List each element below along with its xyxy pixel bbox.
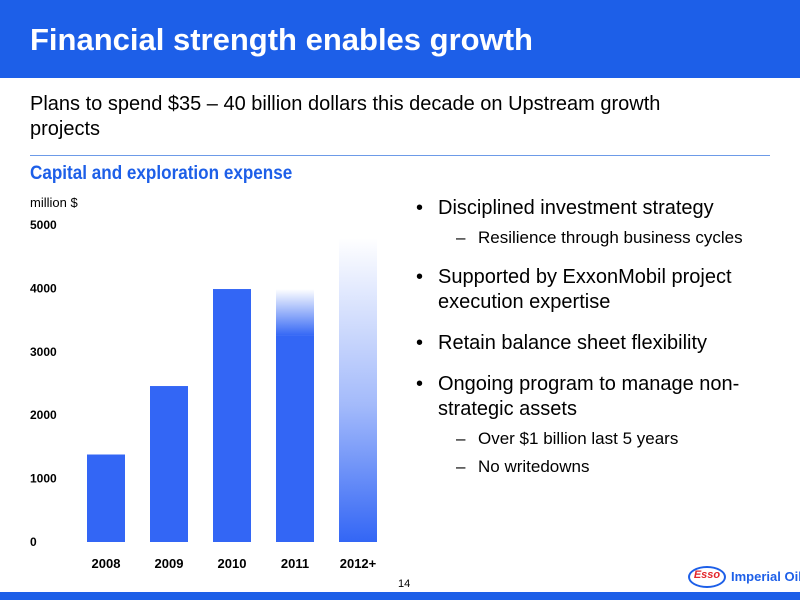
y-tick-label: 0 <box>30 535 37 549</box>
bottom-bar <box>0 592 800 600</box>
x-tick-label: 2012+ <box>340 556 377 571</box>
bar-2009 <box>150 386 188 542</box>
y-tick-label: 1000 <box>30 472 57 486</box>
bullet-item: • Retain balance sheet flexibility <box>416 331 786 356</box>
bullet-list: • Disciplined investment strategy – Resi… <box>416 196 786 478</box>
y-tick-label: 4000 <box>30 281 57 295</box>
bullet-dot-icon: • <box>416 332 424 354</box>
sub-bullet-text: Resilience through business cycles <box>478 228 743 247</box>
bullet-dot-icon: • <box>416 266 424 288</box>
sub-bullet-item: – Resilience through business cycles <box>416 227 786 249</box>
slide-title: Financial strength enables growth <box>30 22 533 57</box>
bar-chart: 0 1000 2000 3000 4000 5000 2008 2009 2010 2011 20… <box>30 218 377 571</box>
divider <box>30 155 770 156</box>
dash-icon: – <box>456 429 466 448</box>
y-tick-label: 5000 <box>30 218 57 232</box>
sub-bullet-item: – No writedowns <box>416 456 786 478</box>
bullet-item: • Disciplined investment strategy <box>416 196 786 221</box>
bar-2008 <box>87 454 125 542</box>
title-bar: Financial strength enables growth <box>0 0 800 78</box>
bar-2012+-projected <box>339 237 377 542</box>
dash-icon: – <box>456 228 466 247</box>
bullet-text: Disciplined investment strategy <box>438 197 714 219</box>
y-axis-unit-label: million $ <box>30 195 78 210</box>
x-tick-label: 2008 <box>92 556 121 571</box>
y-tick-label: 3000 <box>30 345 57 359</box>
bar-2010 <box>213 289 251 542</box>
imperial-oil-logo: Esso Imperial Oil <box>688 564 800 590</box>
sub-bullet-text: No writedowns <box>478 457 590 476</box>
page-number: 14 <box>398 578 411 590</box>
company-name: Imperial Oil <box>731 569 800 584</box>
bullet-item: • Supported by ExxonMobil project execut… <box>416 265 786 315</box>
sub-bullet-text: Over $1 billion last 5 years <box>478 429 679 448</box>
bullet-dot-icon: • <box>416 197 424 219</box>
slide-subtitle: Plans to spend $35 – 40 billion dollars … <box>30 93 661 140</box>
sub-bullet-item: – Over $1 billion last 5 years <box>416 428 786 450</box>
x-tick-label: 2011 <box>281 556 309 571</box>
x-tick-label: 2010 <box>218 556 247 571</box>
x-tick-label: 2009 <box>155 556 184 571</box>
esso-logo-text: Esso <box>693 569 721 581</box>
bullet-text: Supported by ExxonMobil project executio… <box>438 266 732 313</box>
bullet-item: • Ongoing program to manage non-strategi… <box>416 372 786 422</box>
esso-oval-icon <box>688 566 726 588</box>
bullet-text: Retain balance sheet flexibility <box>438 332 708 354</box>
bar-2011 <box>276 335 314 542</box>
y-tick-label: 2000 <box>30 408 57 422</box>
bullet-dot-icon: • <box>416 373 424 395</box>
dash-icon: – <box>456 457 466 476</box>
bullet-text: Ongoing program to manage non-strategic … <box>438 373 740 420</box>
bar-2011-projected <box>276 289 314 336</box>
chart-title: Capital and exploration expense <box>30 163 293 184</box>
